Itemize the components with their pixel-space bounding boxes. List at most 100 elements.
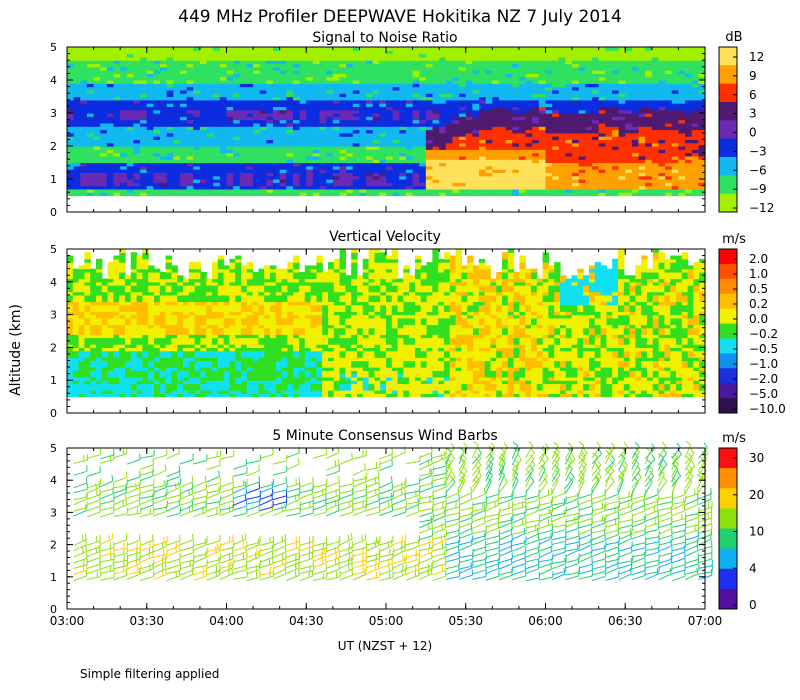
- snr-cell: [86, 80, 95, 84]
- snr-cell: [419, 70, 427, 74]
- snr-cell: [465, 106, 473, 111]
- snr-cell: [266, 175, 274, 180]
- snr-cell: [259, 152, 267, 157]
- snr-cell: [472, 129, 480, 134]
- snr-cell: [598, 89, 606, 94]
- snr-cell: [186, 149, 194, 154]
- snr-cell: [133, 136, 141, 140]
- snr-cell: [246, 99, 254, 104]
- snr-cell: [472, 89, 480, 94]
- snr-cell: [93, 99, 101, 104]
- snr-cell: [605, 188, 613, 193]
- snr-cell: [685, 109, 693, 114]
- snr-cell: [405, 116, 414, 121]
- snr-cell: [299, 142, 307, 147]
- snr-cell: [651, 185, 660, 190]
- snr-cell: [638, 159, 646, 164]
- vv-cell: [119, 324, 126, 329]
- snr-cell: [658, 132, 666, 137]
- snr-cell: [386, 116, 394, 121]
- snr-cell: [532, 179, 540, 183]
- snr-cell: [67, 132, 75, 137]
- snr-cell: [638, 155, 646, 160]
- snr-cell: [120, 99, 128, 104]
- snr-cell: [146, 76, 154, 81]
- snr-cell: [193, 126, 201, 131]
- snr-cell: [565, 119, 573, 124]
- snr-cell: [219, 103, 228, 107]
- snr-cell: [638, 192, 646, 197]
- snr-cell: [286, 122, 294, 127]
- snr-cell: [572, 159, 580, 164]
- snr-cell: [498, 63, 507, 68]
- snr-cell: [532, 185, 540, 190]
- snr-cell: [339, 142, 347, 147]
- snr-cell: [512, 113, 520, 117]
- snr-cell: [67, 149, 75, 154]
- snr-cell: [472, 179, 480, 183]
- snr-cell: [113, 159, 121, 164]
- snr-cell: [266, 70, 274, 74]
- snr-cell: [206, 139, 214, 144]
- snr-cell: [498, 109, 507, 114]
- snr-cell: [206, 165, 214, 170]
- snr-cell: [179, 179, 188, 183]
- snr-cell: [392, 76, 400, 81]
- vv-cell: [78, 317, 85, 322]
- snr-cell: [379, 188, 387, 193]
- vv-cell: [119, 340, 126, 345]
- snr-cell: [332, 192, 341, 197]
- snr-cell: [166, 188, 174, 193]
- snr-cell: [239, 126, 248, 131]
- snr-cell: [312, 182, 321, 187]
- snr-cell: [651, 165, 660, 170]
- snr-cell: [538, 116, 547, 121]
- snr-cell: [153, 126, 161, 131]
- snr-cell: [113, 179, 121, 183]
- vv-cell: [72, 373, 80, 378]
- snr-cell: [605, 129, 613, 134]
- snr-cell: [558, 132, 567, 137]
- snr-cell: [86, 73, 95, 78]
- snr-cell: [133, 179, 141, 183]
- snr-cell: [565, 192, 573, 197]
- snr-cell: [439, 89, 447, 94]
- snr-cell: [266, 132, 274, 137]
- snr-cell: [505, 132, 513, 137]
- snr-cell: [100, 139, 108, 144]
- snr-cell: [558, 119, 567, 124]
- snr-cell: [213, 113, 221, 117]
- snr-cell: [86, 99, 95, 104]
- snr-cell: [359, 80, 367, 84]
- snr-cell: [120, 162, 128, 167]
- snr-cell: [425, 56, 434, 61]
- snr-cell: [678, 80, 686, 84]
- vv-cell: [84, 376, 91, 381]
- snr-cell: [671, 47, 680, 51]
- snr-cell: [179, 172, 188, 177]
- vv-cell: [113, 308, 120, 312]
- snr-cell: [259, 63, 267, 68]
- snr-cell: [193, 103, 201, 107]
- vv-cell: [72, 271, 80, 276]
- vv-cell: [119, 357, 126, 362]
- snr-cell: [465, 179, 473, 183]
- snr-cell: [631, 66, 640, 71]
- snr-cell: [86, 93, 95, 98]
- snr-cell: [219, 162, 228, 167]
- snr-cell: [199, 139, 208, 144]
- snr-cell: [465, 113, 473, 117]
- snr-cell: [319, 106, 327, 111]
- snr-cell: [106, 188, 115, 193]
- snr-cell: [326, 89, 334, 94]
- snr-cell: [219, 119, 228, 124]
- snr-cell: [386, 182, 394, 187]
- snr-cell: [685, 73, 693, 78]
- snr-cell: [140, 182, 148, 187]
- snr-cell: [286, 119, 294, 124]
- snr-cell: [678, 103, 686, 107]
- snr-cell: [578, 103, 586, 107]
- snr-cell: [153, 83, 161, 88]
- snr-cell: [153, 142, 161, 147]
- snr-cell: [173, 103, 181, 107]
